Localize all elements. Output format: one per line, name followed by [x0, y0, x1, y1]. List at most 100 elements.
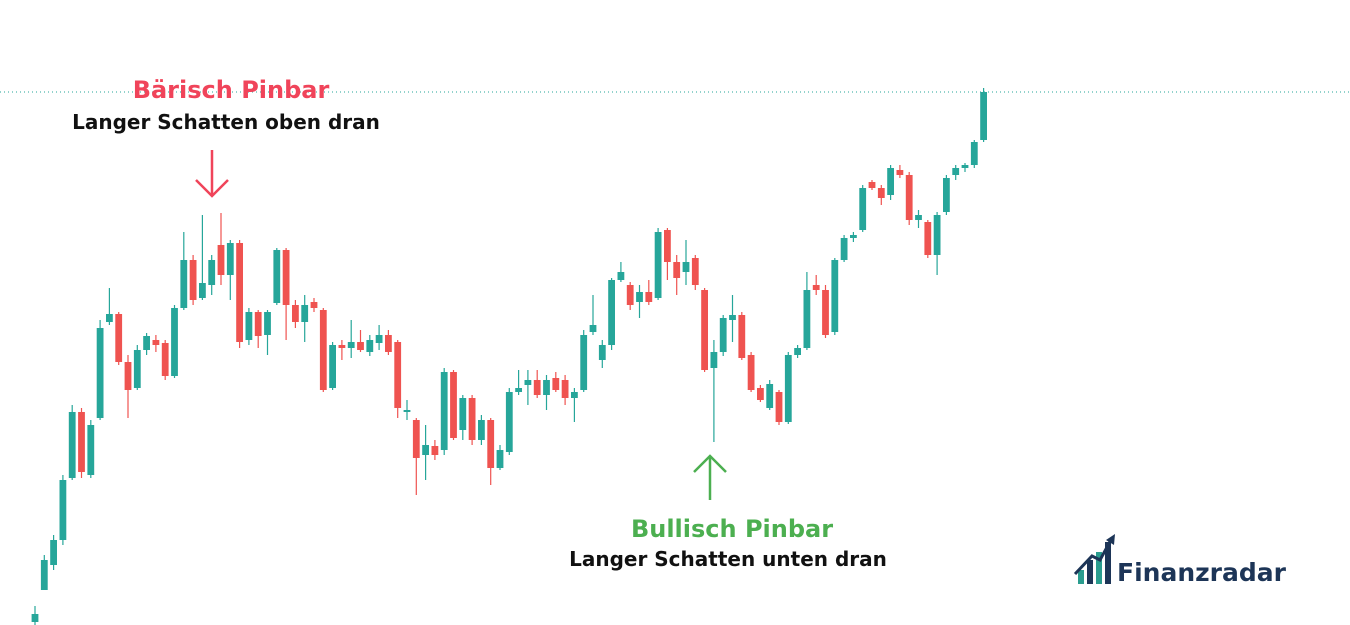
candle-body: [673, 262, 681, 278]
candle-body: [199, 283, 206, 298]
candle-body: [533, 380, 541, 395]
candle-body: [301, 305, 309, 322]
candle-body: [78, 412, 85, 472]
candle-body: [208, 260, 216, 285]
candle-body: [226, 243, 234, 275]
candle-body: [189, 260, 197, 300]
candle-body: [431, 446, 439, 455]
candle-body: [747, 355, 755, 390]
logo: Finanzradar: [1117, 558, 1287, 587]
candle-body: [626, 285, 634, 305]
candle-body: [812, 285, 820, 290]
candle-body: [180, 260, 188, 308]
candle-body: [682, 262, 690, 272]
candle-body: [924, 222, 932, 255]
candle-body: [608, 280, 615, 345]
candle-body: [645, 292, 653, 302]
plot: [0, 88, 1350, 625]
candle-body: [738, 315, 746, 358]
candle-body: [505, 392, 513, 452]
candle-body: [468, 398, 476, 440]
candle-body: [143, 336, 150, 350]
candle-body: [840, 238, 848, 260]
candle-body: [282, 250, 290, 305]
candle-body: [636, 292, 643, 302]
candle-body: [896, 170, 904, 175]
candle-body: [831, 260, 839, 332]
candle-body: [701, 290, 708, 370]
candle-body: [524, 380, 532, 385]
candle-body: [877, 188, 885, 198]
candle-body: [161, 343, 169, 376]
candle-body: [803, 290, 811, 348]
candle-body: [915, 215, 922, 220]
candle-body: [171, 308, 178, 376]
candle-body: [385, 335, 392, 352]
candle-body: [236, 243, 243, 342]
candle-body: [403, 410, 411, 412]
arrow-down: [195, 150, 229, 198]
candle-body: [59, 480, 67, 540]
candle-body: [757, 388, 764, 400]
candle-body: [961, 165, 969, 168]
candle-body: [264, 312, 271, 335]
candle-body: [970, 142, 978, 165]
candle-body: [96, 328, 104, 418]
candle-body: [571, 392, 578, 398]
candle-body: [133, 350, 141, 388]
candle-body: [347, 342, 355, 348]
candle-body: [310, 302, 318, 308]
candle-body: [394, 342, 402, 408]
candle-body: [719, 318, 727, 352]
candle-body: [496, 450, 504, 468]
candle-body: [515, 388, 522, 392]
candle-body: [617, 272, 625, 280]
candle-body: [561, 380, 569, 398]
candle-body: [124, 362, 132, 390]
candle-body: [543, 380, 550, 395]
candle-body: [710, 352, 718, 368]
candle-body: [87, 425, 95, 475]
candle-body: [329, 345, 336, 388]
candle-body: [106, 314, 113, 322]
candle-body: [580, 335, 588, 390]
candle-body: [664, 230, 671, 262]
candle-body: [412, 420, 420, 458]
candle-body: [217, 245, 225, 275]
candle-body: [245, 312, 253, 340]
candle-body: [943, 178, 950, 212]
candle-body: [784, 355, 792, 422]
candle-body: [905, 175, 913, 220]
candle-body: [31, 614, 39, 622]
candle-body: [68, 412, 76, 478]
candle-body: [980, 92, 987, 140]
candle-body: [850, 235, 857, 238]
candle-body: [952, 168, 960, 175]
annotation-text: Langer Schatten unten dran: [569, 547, 887, 571]
candle-body: [775, 392, 783, 422]
candle-body: [422, 445, 429, 455]
candle-body: [338, 345, 346, 348]
candle-body: [598, 345, 606, 360]
candle-body: [766, 384, 774, 408]
candle-body: [292, 305, 299, 322]
candle-body: [152, 340, 160, 345]
candle-body: [50, 540, 57, 565]
candle-body: [273, 250, 281, 303]
candle-body: [654, 232, 662, 298]
candle-body: [822, 290, 829, 335]
candle-body: [366, 340, 374, 352]
candle-body: [478, 420, 485, 440]
candle-body: [319, 310, 327, 390]
candle-body: [868, 182, 876, 188]
logo-icon: [1073, 534, 1115, 584]
candle-body: [450, 372, 457, 438]
candle-body: [115, 314, 123, 362]
candle-body: [254, 312, 262, 336]
annotation-title: Bullisch Pinbar: [631, 515, 833, 543]
candle-body: [459, 398, 467, 430]
arrow-up: [693, 454, 727, 500]
annotation-text: Langer Schatten oben dran: [72, 110, 380, 134]
candle-body: [933, 215, 941, 255]
